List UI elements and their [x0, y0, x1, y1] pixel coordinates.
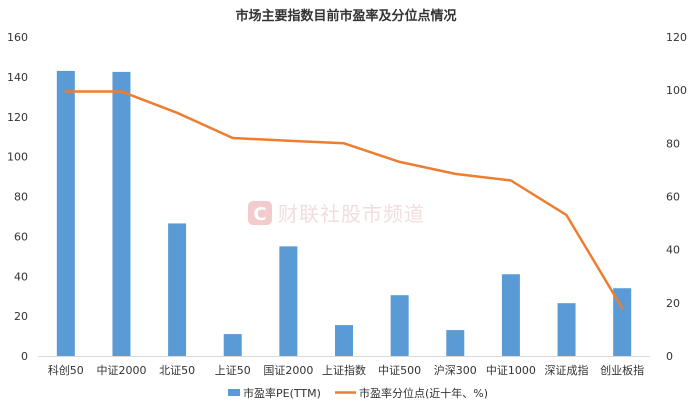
y-left-tick-label: 100 [7, 151, 28, 164]
pe-bar [446, 330, 465, 356]
x-category-label: 深证成指 [545, 363, 589, 377]
x-category-label: 国证2000 [263, 364, 313, 377]
watermark-logo-icon [248, 201, 272, 225]
pe-bar [501, 274, 520, 356]
pe-bar [279, 246, 298, 356]
bars-layer [56, 70, 632, 357]
y-left-tick-label: 40 [14, 270, 28, 283]
watermark-logo-letter: C [253, 204, 266, 225]
y-right-tick-label: 40 [666, 244, 680, 257]
pe-bar [335, 325, 353, 356]
line-layer [64, 90, 624, 310]
legend-line-label: 市盈率分位点(近十年、%) [359, 386, 488, 400]
watermark-text: 财联社股市频道 [278, 202, 425, 226]
legend-bar-label: 市盈率PE(TTM) [243, 386, 321, 400]
x-category-label: 中证500 [378, 364, 421, 377]
y-left-tick-label: 60 [14, 230, 28, 243]
y-right-tick-label: 80 [666, 137, 680, 150]
y-left-tick-label: 20 [14, 310, 28, 323]
y-left-tick-label: 120 [7, 111, 28, 124]
y-left-tick-label: 140 [7, 71, 28, 84]
x-category-label: 科创50 [48, 363, 84, 377]
pe-bar [223, 334, 242, 356]
x-category-label: 北证50 [159, 364, 195, 377]
x-category-label: 上证指数 [322, 363, 366, 377]
pe-bar [56, 70, 75, 357]
pe-bar [390, 295, 409, 356]
x-category-label: 创业板指 [600, 363, 644, 377]
pe-bar [112, 71, 131, 356]
pe-bar [613, 288, 632, 356]
y-right-tick-label: 0 [666, 350, 673, 363]
x-category-label: 上证50 [215, 364, 251, 377]
pe-bar [168, 223, 187, 356]
legend-bar-swatch [228, 389, 240, 396]
x-category-label: 中证2000 [96, 364, 146, 377]
x-category-label: 沪深300 [434, 363, 477, 377]
y-right-tick-label: 20 [666, 297, 680, 310]
x-category-label: 中证1000 [486, 364, 536, 377]
y-right-tick-label: 60 [666, 191, 680, 204]
pe-bar [557, 303, 576, 356]
axes-layer: 0 20 40 60 80 100 120 140 160 0 20 40 60 80 100 120 科创50… [7, 31, 687, 377]
y-left-tick-label: 0 [21, 350, 28, 363]
y-left-tick-label: 80 [14, 191, 28, 204]
y-right-tick-label: 100 [666, 84, 687, 97]
percentile-line [64, 90, 624, 310]
legend: 市盈率PE(TTM) 市盈率分位点(近十年、%) [228, 386, 488, 400]
watermark: C 财联社股市频道 [248, 201, 425, 226]
y-right-tick-label: 120 [666, 31, 687, 44]
y-left-tick-label: 160 [7, 31, 28, 44]
chart-title: 市场主要指数目前市盈率及分位点情况 [235, 8, 456, 24]
